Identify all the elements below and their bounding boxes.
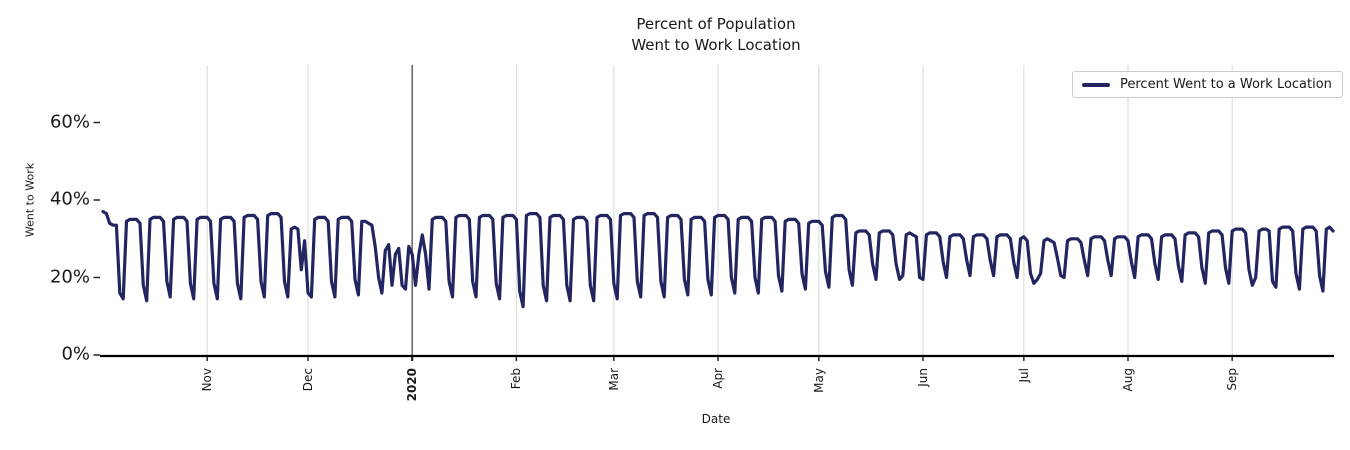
y-tick-label: 20% — [49, 266, 90, 288]
chart-title: Percent of Population Went to Work Locat… — [631, 14, 800, 56]
x-axis-label: Date — [701, 412, 731, 426]
y-tick-label: 40% — [49, 188, 90, 210]
chart-title-line1: Percent of Population — [636, 15, 796, 33]
legend: Percent Went to a Work Location — [1072, 71, 1343, 98]
y-tick-label: 60% — [49, 111, 90, 133]
y-tick-label: 0% — [61, 343, 90, 365]
x-tick-label: Mar — [606, 368, 621, 391]
percent-went-to-work-line — [101, 210, 1335, 309]
x-tick-label: Aug — [1121, 368, 1135, 392]
x-tick-label: Dec — [301, 368, 315, 392]
chart-title-line2: Went to Work Location — [631, 36, 801, 54]
legend-line-swatch — [1082, 82, 1110, 87]
x-tick-label: May — [811, 368, 826, 393]
x-tick-label: Apr — [711, 368, 725, 389]
legend-label: Percent Went to a Work Location — [1120, 77, 1332, 92]
x-tick-label: Sep — [1225, 368, 1240, 391]
x-tick-label: Nov — [200, 368, 215, 392]
x-tick-label: Jul — [1016, 368, 1031, 383]
x-tick-label: Jun — [916, 368, 930, 387]
x-tick-label: 2020 — [405, 368, 420, 402]
x-tick-label: Feb — [509, 368, 524, 390]
